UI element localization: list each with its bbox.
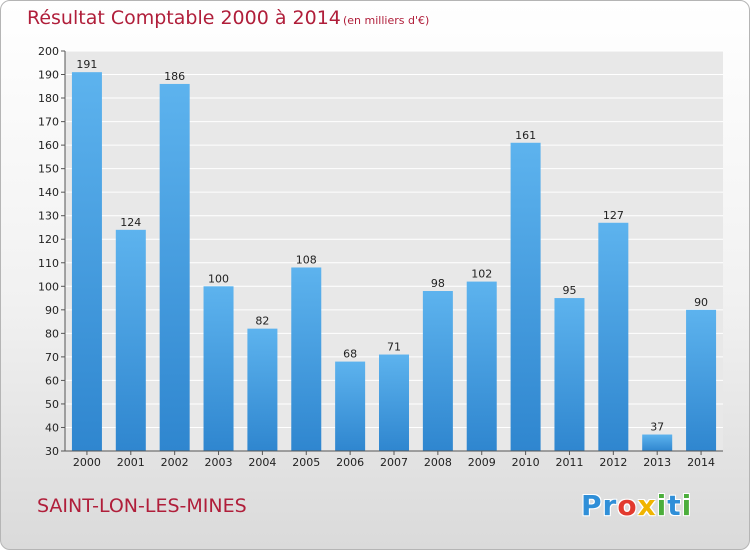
- data-label: 37: [650, 421, 664, 434]
- y-tick-label: 90: [45, 304, 59, 317]
- logo-letter: t: [667, 489, 682, 522]
- y-tick-label: 30: [45, 445, 59, 458]
- x-tick-label: 2001: [117, 456, 145, 469]
- data-label: 102: [471, 268, 492, 281]
- bar: [115, 229, 146, 451]
- bar: [247, 328, 278, 451]
- data-label: 186: [164, 70, 185, 83]
- x-tick-label: 2009: [468, 456, 496, 469]
- bar: [203, 286, 234, 451]
- chart-subtitle: (en milliers d'€): [343, 14, 430, 27]
- x-tick-label: 2004: [248, 456, 276, 469]
- x-tick-label: 2012: [599, 456, 627, 469]
- bar: [598, 222, 629, 451]
- y-tick-label: 170: [38, 116, 59, 129]
- logo-letter: P: [581, 489, 603, 522]
- y-tick-label: 50: [45, 398, 59, 411]
- y-tick-label: 200: [38, 45, 59, 58]
- data-label: 98: [431, 277, 445, 290]
- logo-letter: x: [637, 489, 657, 522]
- y-tick-label: 100: [38, 280, 59, 293]
- logo-letter: o: [617, 489, 638, 522]
- y-tick-label: 60: [45, 374, 59, 387]
- x-tick-label: 2014: [687, 456, 715, 469]
- bar: [642, 434, 673, 451]
- y-tick-label: 80: [45, 327, 59, 340]
- data-label: 108: [296, 253, 317, 266]
- x-tick-label: 2002: [161, 456, 189, 469]
- y-tick-label: 190: [38, 69, 59, 82]
- y-tick-label: 110: [38, 257, 59, 270]
- x-tick-label: 2006: [336, 456, 364, 469]
- data-label: 90: [694, 296, 708, 309]
- x-tick-label: 2008: [424, 456, 452, 469]
- data-label: 95: [562, 284, 576, 297]
- bar: [71, 72, 102, 452]
- x-tick-label: 2000: [73, 456, 101, 469]
- bar: [335, 361, 366, 451]
- bar: [291, 267, 322, 451]
- bar: [510, 142, 541, 451]
- x-tick-label: 2010: [512, 456, 540, 469]
- data-label: 100: [208, 272, 229, 285]
- x-tick-label: 2005: [292, 456, 320, 469]
- bar: [466, 281, 497, 451]
- data-label: 191: [76, 58, 97, 71]
- y-tick-label: 120: [38, 233, 59, 246]
- data-label: 161: [515, 129, 536, 142]
- data-label: 71: [387, 341, 401, 354]
- y-tick-label: 130: [38, 210, 59, 223]
- y-tick-label: 40: [45, 421, 59, 434]
- data-label: 127: [603, 209, 624, 222]
- y-tick-label: 70: [45, 351, 59, 364]
- data-label: 68: [343, 348, 357, 361]
- logo-letter: r: [602, 489, 618, 522]
- y-tick-label: 180: [38, 92, 59, 105]
- x-tick-label: 2011: [555, 456, 583, 469]
- x-tick-label: 2003: [205, 456, 233, 469]
- data-label: 124: [120, 216, 141, 229]
- chart-title: Résultat Comptable 2000 à 2014: [27, 7, 341, 29]
- x-tick-label: 2013: [643, 456, 671, 469]
- x-tick-label: 2007: [380, 456, 408, 469]
- commune-name: SAINT-LON-LES-MINES: [37, 495, 247, 517]
- y-tick-label: 140: [38, 186, 59, 199]
- data-label: 82: [255, 315, 269, 328]
- y-tick-label: 150: [38, 163, 59, 176]
- bar: [422, 291, 453, 451]
- bar: [554, 298, 585, 451]
- bar: [379, 354, 409, 451]
- y-tick-label: 160: [38, 139, 59, 152]
- bar: [159, 83, 190, 452]
- bar: [686, 309, 717, 451]
- logo-letter: i: [656, 489, 668, 522]
- logo-letter: i: [681, 489, 693, 522]
- proxiti-logo: Proxiti: [581, 489, 692, 522]
